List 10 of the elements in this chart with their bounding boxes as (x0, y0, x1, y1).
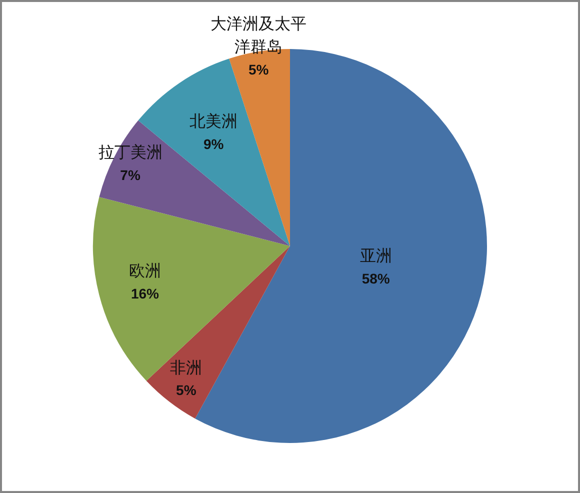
slice-label: 北美洲 (190, 112, 238, 130)
data-label: 9% (203, 136, 224, 152)
data-label: 16% (130, 286, 160, 302)
data-label: 58% (362, 270, 390, 286)
data-label: 5% (176, 382, 197, 398)
data-label: 5% (248, 61, 270, 78)
slice-label: 欧洲 (128, 262, 161, 280)
slice-label: 亚洲 (360, 246, 392, 265)
data-label: 7% (120, 166, 141, 183)
slice-label: 非洲 (170, 358, 202, 377)
